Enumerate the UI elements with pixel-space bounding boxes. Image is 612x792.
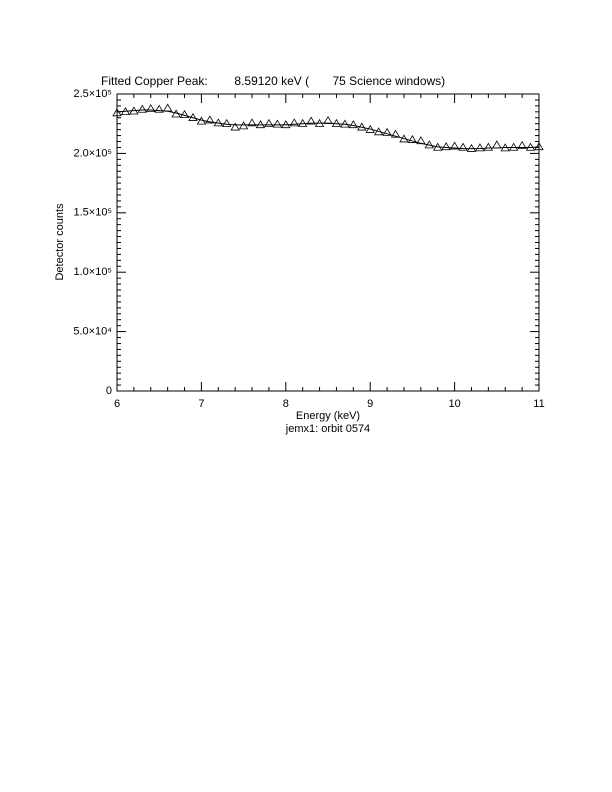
y-tick-label: 2.0×10⁵ [73, 147, 112, 159]
plot-frame [116, 93, 540, 392]
data-point [492, 140, 502, 149]
data-point [508, 142, 519, 151]
y-tick-label: 0 [106, 385, 112, 397]
data-point [390, 129, 401, 138]
data-point [483, 142, 494, 151]
data-point [534, 142, 544, 151]
data-point [373, 127, 384, 136]
data-point [289, 118, 299, 127]
data-point [399, 134, 409, 143]
x-axis-label: Energy (keV) [296, 410, 360, 422]
data-point [348, 120, 359, 129]
data-point [162, 103, 173, 112]
data-point [179, 110, 190, 118]
data-point [264, 118, 274, 127]
data-point [272, 119, 283, 128]
y-axis-label: Detector counts [54, 203, 66, 281]
fit-line [116, 109, 540, 150]
data-point [255, 120, 266, 129]
x-tick-label: 10 [448, 398, 460, 410]
data-point [382, 127, 392, 136]
data-point [517, 140, 527, 149]
data-point [112, 108, 122, 117]
data-point [247, 118, 257, 127]
data-point [323, 115, 333, 124]
subtitle: jemx1: orbit 0574 [285, 423, 370, 435]
data-point [238, 121, 249, 130]
y-tick-label: 2.5×10⁵ [73, 88, 112, 100]
data-point [475, 143, 485, 152]
x-tick-label: 6 [114, 398, 120, 410]
x-tick-label: 11 [533, 398, 544, 410]
data-point [222, 118, 232, 127]
data-point [146, 104, 156, 113]
data-point [137, 104, 148, 113]
y-tick-label: 1.5×10⁵ [73, 207, 112, 219]
x-tick-label: 8 [283, 398, 289, 410]
data-point [449, 141, 460, 150]
data-point [230, 122, 240, 131]
y-tick-label: 5.0×10⁴ [73, 326, 112, 338]
chart-title: Fitted Copper Peak: 8.59120 keV ( 75 Sci… [101, 74, 445, 88]
x-tick-label: 9 [367, 398, 373, 410]
data-point [407, 134, 418, 143]
data-point [205, 115, 215, 124]
data-point [306, 116, 316, 125]
x-tick-label: 7 [198, 398, 204, 410]
data-point [441, 142, 451, 151]
data-point [154, 104, 164, 113]
data-point [458, 142, 468, 151]
y-tick-label: 1.0×10⁵ [73, 266, 112, 278]
data-point [466, 143, 477, 152]
